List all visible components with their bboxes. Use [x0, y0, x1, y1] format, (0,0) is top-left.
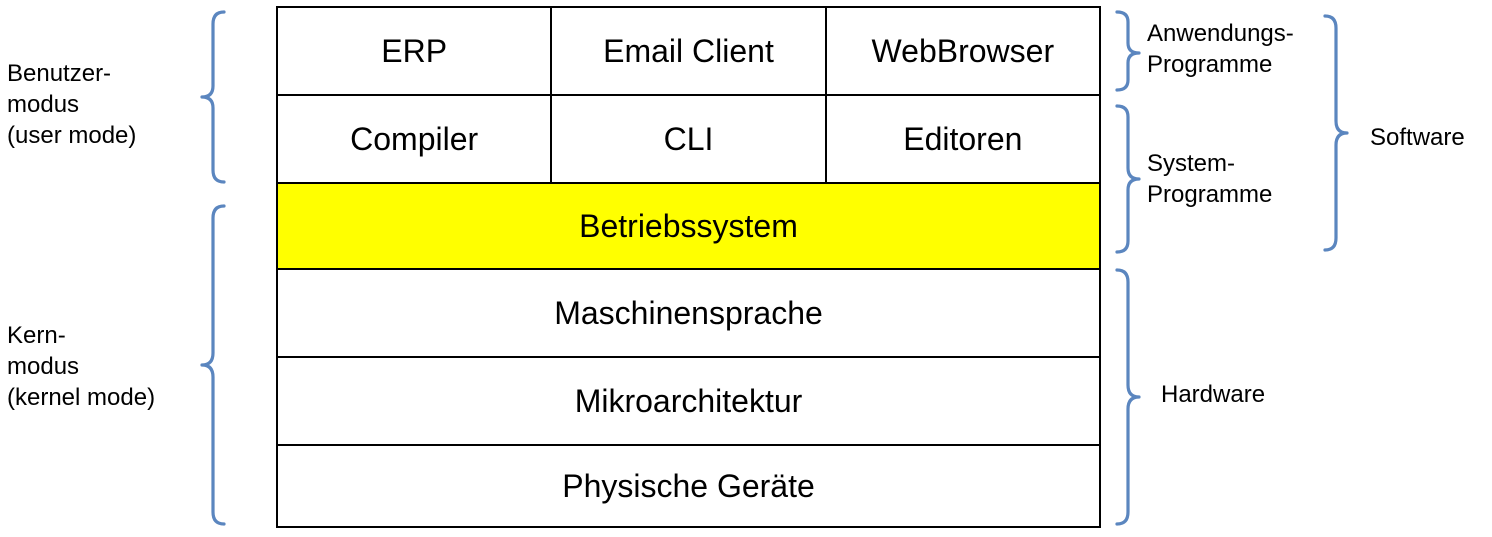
microarchitecture-cell: Mikroarchitektur: [574, 382, 803, 419]
operating-system-cell: Betriebssystem: [579, 207, 798, 244]
user-mode-label-line: modus: [7, 91, 80, 118]
application-programs-label-line: Anwendungs-: [1147, 20, 1294, 47]
compiler-cell: Compiler: [278, 96, 553, 182]
email-client-cell: Email Client: [552, 8, 827, 94]
physical-devices-row: Physische Geräte: [278, 446, 1099, 526]
kernel-mode-label-line: (kernel mode): [7, 384, 156, 411]
application-programs-row: ERP Email Client WebBrowser: [278, 8, 1099, 96]
application-programs-label: Anwendungs- Programme: [1147, 18, 1294, 80]
software-brace: [1323, 14, 1349, 252]
hardware-brace: [1115, 268, 1141, 526]
user-mode-brace: [200, 10, 226, 184]
user-mode-label-line: (user mode): [7, 122, 137, 149]
user-mode-label-line: Benutzer-: [7, 60, 112, 87]
kernel-mode-label-line: modus: [7, 353, 80, 380]
machine-language-row: Maschinensprache: [278, 270, 1099, 358]
erp-cell: ERP: [278, 8, 553, 94]
machine-language-cell: Maschinensprache: [554, 294, 823, 331]
kernel-mode-brace: [200, 204, 226, 526]
editors-cell: Editoren: [903, 120, 1023, 157]
user-mode-label: Benutzer- modus (user mode): [7, 58, 136, 151]
operating-system-row: Betriebssystem: [278, 184, 1099, 270]
software-label: Software: [1370, 124, 1465, 151]
system-programs-label-line: System-: [1147, 150, 1236, 177]
webbrowser-cell: WebBrowser: [871, 32, 1055, 69]
physical-devices-cell: Physische Geräte: [562, 467, 815, 504]
hardware-label: Hardware: [1161, 381, 1266, 408]
cli-cell: CLI: [552, 96, 827, 182]
system-programs-brace: [1115, 104, 1141, 254]
kernel-mode-label-line: Kern-: [7, 322, 66, 349]
system-programs-label: System- Programme: [1147, 148, 1272, 210]
layer-stack: ERP Email Client WebBrowser Compiler CLI…: [276, 6, 1101, 528]
system-programs-row: Compiler CLI Editoren: [278, 96, 1099, 184]
application-programs-label-line: Programme: [1147, 51, 1273, 78]
system-programs-label-line: Programme: [1147, 181, 1273, 208]
microarchitecture-row: Mikroarchitektur: [278, 358, 1099, 446]
kernel-mode-label: Kern- modus (kernel mode): [7, 320, 155, 413]
application-programs-brace: [1115, 10, 1141, 92]
